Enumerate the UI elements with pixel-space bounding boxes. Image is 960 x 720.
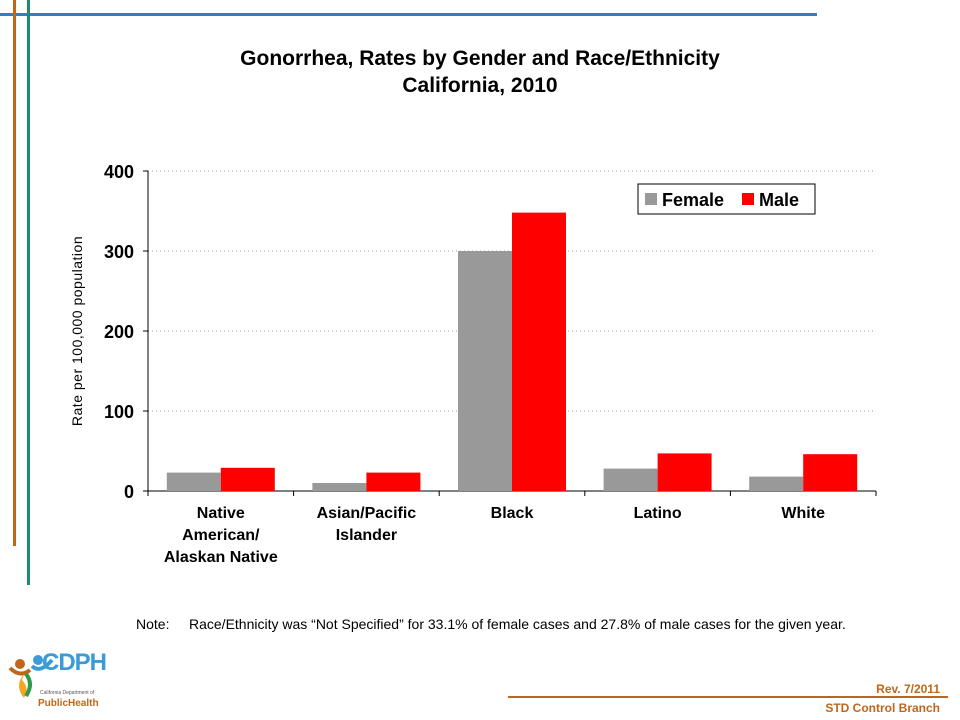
x-tick-label: White xyxy=(781,505,825,522)
legend-label-male: Male xyxy=(759,190,799,210)
x-tick-label: American/ xyxy=(182,527,260,544)
y-tick-label: 100 xyxy=(104,402,134,422)
bar-female xyxy=(166,472,221,491)
bar-female xyxy=(749,476,804,491)
y-tick-label: 400 xyxy=(104,162,134,182)
revision-date: Rev. 7/2011 xyxy=(876,682,940,696)
y-tick-label: 200 xyxy=(104,322,134,342)
footer-rule xyxy=(508,696,948,698)
legend-box xyxy=(637,183,816,215)
x-tick-label: Latino xyxy=(634,505,682,522)
note-text: Race/Ethnicity was “Not Specified” for 3… xyxy=(189,616,846,632)
chart-title: Gonorrhea, Rates by Gender and Race/Ethn… xyxy=(0,45,960,99)
logo-name: PublicHealth xyxy=(38,698,99,709)
legend-swatch-female xyxy=(645,193,657,205)
title-line-2: California, 2010 xyxy=(402,74,558,97)
note-label: Note: xyxy=(136,616,170,632)
bar-female xyxy=(312,483,367,491)
y-axis-label: Rate per 100,000 population xyxy=(69,236,85,426)
x-tick-label: Native xyxy=(197,505,245,522)
bar-female xyxy=(458,251,512,491)
bar-male xyxy=(220,467,275,491)
top-rule xyxy=(0,13,817,16)
x-tick-label: Islander xyxy=(336,527,397,544)
bar-male xyxy=(803,454,858,491)
left-rule-teal xyxy=(27,0,30,585)
x-tick-label: Asian/Pacific xyxy=(317,505,417,522)
bar-male xyxy=(512,212,566,491)
x-tick-label: Black xyxy=(491,505,534,522)
legend-label-female: Female xyxy=(662,190,724,210)
left-rule-orange xyxy=(13,0,16,546)
cdph-logo xyxy=(8,630,108,714)
legend-swatch-male xyxy=(742,193,754,205)
branch-name: STD Control Branch xyxy=(825,701,940,715)
logo-acronym: CDPH xyxy=(42,649,107,676)
y-tick-label: 0 xyxy=(124,482,134,502)
x-tick-label: Alaskan Native xyxy=(164,549,278,566)
title-line-1: Gonorrhea, Rates by Gender and Race/Ethn… xyxy=(240,47,720,70)
y-tick-label: 300 xyxy=(104,242,134,262)
bar-male xyxy=(657,453,712,491)
bar-male xyxy=(366,472,421,491)
bar-female xyxy=(603,468,658,491)
cdph-figure-icon xyxy=(8,655,54,698)
logo-subtitle: California Department of xyxy=(40,690,95,696)
